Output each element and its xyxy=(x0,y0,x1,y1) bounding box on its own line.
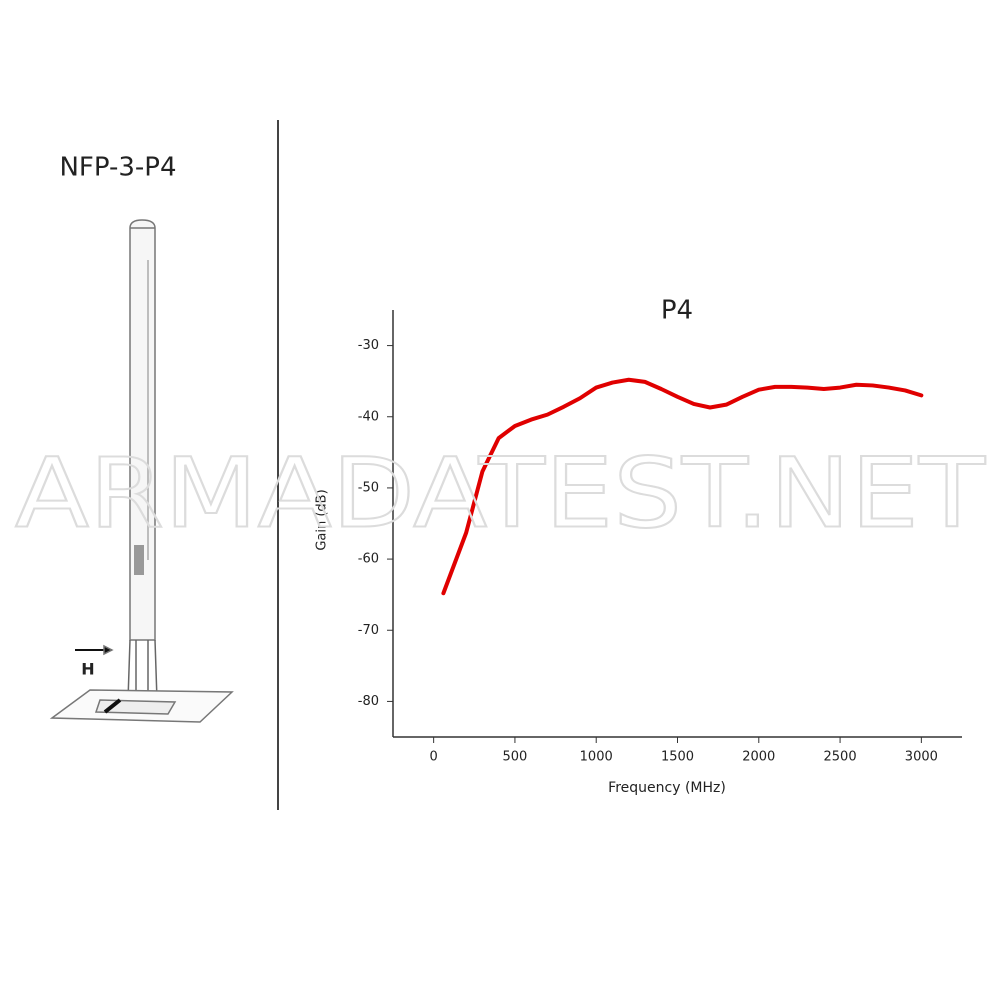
x-tick-label: 1000 xyxy=(580,750,613,765)
x-tick-label: 2000 xyxy=(742,750,775,765)
y-tick-label: -30 xyxy=(358,338,379,353)
x-tick-label: 500 xyxy=(503,750,528,765)
watermark: ARMADATEST.NET xyxy=(15,437,985,549)
y-tick-label: -70 xyxy=(358,623,379,638)
y-tick-label: -60 xyxy=(358,552,379,567)
field-label: H xyxy=(81,660,94,679)
y-tick-label: -40 xyxy=(358,409,379,424)
y-tick-label: -80 xyxy=(358,694,379,709)
product-label: NFP-3-P4 xyxy=(59,153,176,183)
chart-title: P4 xyxy=(661,296,693,326)
chart: -80 -70 -60 -50 -40 -30 0 500 1000 1500 2000 2500 30… xyxy=(315,296,962,796)
data-line xyxy=(441,377,924,596)
probe-drawing xyxy=(49,219,234,723)
x-tick-label: 1500 xyxy=(661,750,694,765)
y-axis-label: Gain (dB) xyxy=(315,489,330,550)
x-tick-label: 2500 xyxy=(824,750,857,765)
y-tick-label: -50 xyxy=(358,480,379,495)
x-axis-label: Frequency (MHz) xyxy=(608,780,726,796)
x-tick-label: 0 xyxy=(430,750,438,765)
x-tick-label: 3000 xyxy=(905,750,938,765)
